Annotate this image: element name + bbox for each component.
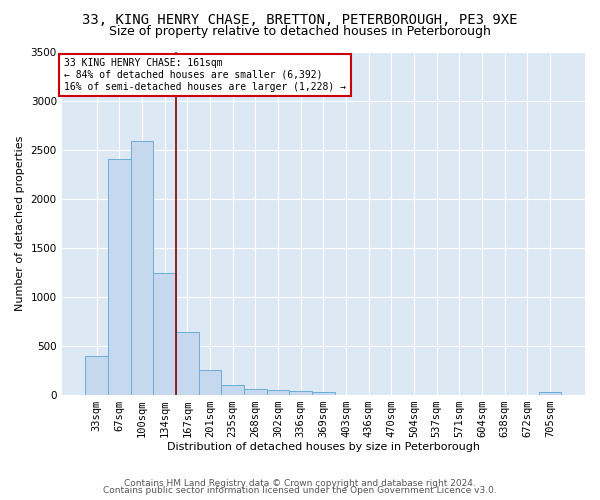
Bar — [199, 370, 221, 394]
Bar — [312, 392, 335, 394]
Text: Size of property relative to detached houses in Peterborough: Size of property relative to detached ho… — [109, 25, 491, 38]
Text: Contains HM Land Registry data © Crown copyright and database right 2024.: Contains HM Land Registry data © Crown c… — [124, 478, 476, 488]
Text: 33 KING HENRY CHASE: 161sqm
← 84% of detached houses are smaller (6,392)
16% of : 33 KING HENRY CHASE: 161sqm ← 84% of det… — [64, 58, 346, 92]
X-axis label: Distribution of detached houses by size in Peterborough: Distribution of detached houses by size … — [167, 442, 480, 452]
Bar — [176, 332, 199, 394]
Bar — [289, 390, 312, 394]
Bar — [221, 385, 244, 394]
Text: 33, KING HENRY CHASE, BRETTON, PETERBOROUGH, PE3 9XE: 33, KING HENRY CHASE, BRETTON, PETERBORO… — [82, 12, 518, 26]
Bar — [244, 388, 266, 394]
Bar — [539, 392, 561, 394]
Y-axis label: Number of detached properties: Number of detached properties — [15, 136, 25, 310]
Bar — [108, 160, 131, 394]
Bar — [131, 140, 154, 394]
Bar — [266, 390, 289, 394]
Text: Contains public sector information licensed under the Open Government Licence v3: Contains public sector information licen… — [103, 486, 497, 495]
Bar — [85, 356, 108, 395]
Bar — [154, 273, 176, 394]
